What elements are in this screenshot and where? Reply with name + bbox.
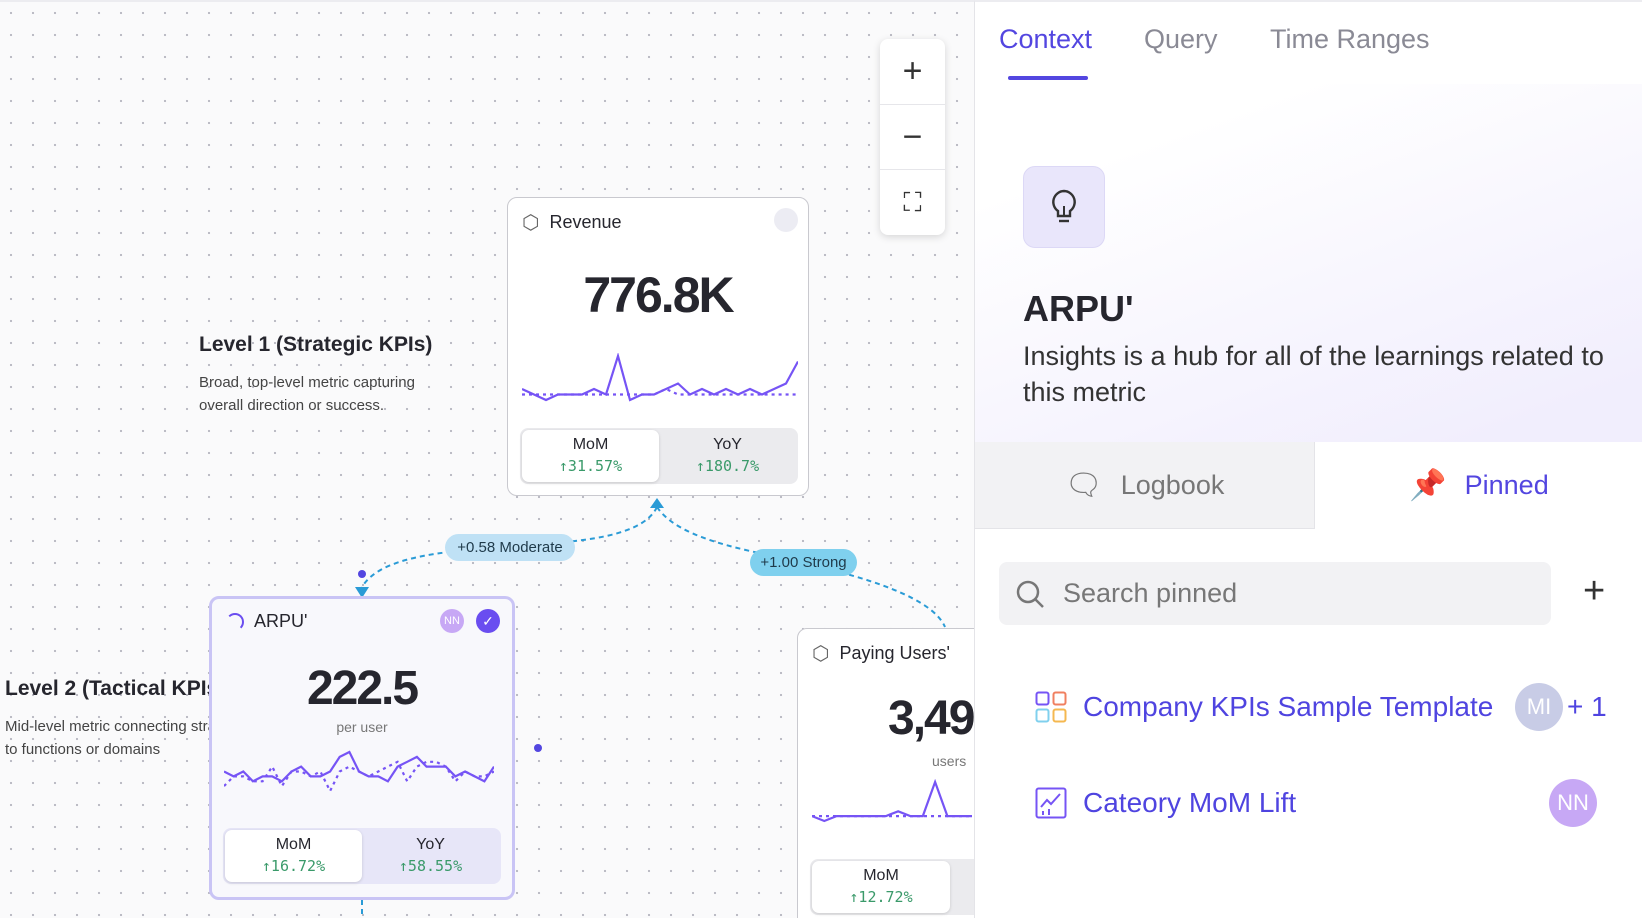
comparison-toggle: MoM ↑12.72%	[810, 859, 974, 915]
arrow-up-icon	[650, 498, 664, 508]
metric-description: Insights is a hub for all of the learnin…	[1023, 341, 1604, 407]
yoy-label: YoY	[713, 436, 742, 453]
mom-tab[interactable]: MoM ↑16.72%	[225, 830, 362, 882]
tab-query[interactable]: Query	[1144, 24, 1218, 54]
card-title: Paying Users'	[839, 643, 950, 663]
arrow-down-icon	[355, 587, 369, 598]
edge-revenue-arpu	[361, 506, 658, 588]
metric-card-arpu[interactable]: ARPU' NN ✓ 222.5 per user MoM ↑16.72% YoY…	[209, 596, 515, 900]
metric-card-paying-users[interactable]: ⬡ Paying Users' 3,49 users MoM ↑12.72%	[797, 628, 974, 918]
metric-title: ARPU'	[1023, 288, 1134, 329]
handle-dot	[534, 744, 542, 752]
mom-value: ↑16.72%	[261, 857, 326, 875]
comparison-toggle: MoM ↑16.72% YoY ↑58.55%	[223, 828, 501, 884]
metric-value: 776.8K	[583, 267, 734, 323]
correlation-badge[interactable]: +1.00 Strong	[750, 549, 857, 576]
line-chart-icon	[1035, 787, 1067, 819]
dashboard-grid-icon	[1035, 691, 1067, 723]
mom-tab[interactable]: MoM ↑12.72%	[812, 861, 950, 913]
metric-tree-canvas[interactable]: + − ⛶ Level 1 (Strategic KPIs) Broad, to…	[0, 0, 974, 918]
search-placeholder: Search pinned	[1063, 578, 1238, 608]
owner-avatar: NN	[440, 609, 464, 633]
level-title: Level 1 (Strategic KPIs)	[199, 333, 433, 356]
metric-unit: per user	[336, 719, 388, 735]
comparison-toggle: MoM ↑31.57% YoY ↑180.7%	[520, 428, 798, 484]
mom-tab[interactable]: MoM ↑31.57%	[522, 430, 659, 482]
comment-icon: 🗨	[1064, 468, 1103, 502]
zoom-out-button[interactable]: −	[880, 105, 945, 171]
subtab-label: Pinned	[1464, 470, 1549, 500]
pinned-item-label: Cateory MoM Lift	[1083, 787, 1297, 818]
metric-hexagon-icon: ⬡	[812, 643, 830, 665]
pin-icon: 📌	[1409, 469, 1447, 502]
mom-value: ↑12.72%	[849, 888, 913, 906]
metric-value: 3,49	[888, 692, 974, 745]
sparkline	[812, 779, 972, 823]
metric-header: ARPU' Insights is a hub for all of the l…	[975, 84, 1642, 442]
subtab-label: Logbook	[1120, 469, 1225, 500]
yoy-value: ↑180.7%	[695, 457, 760, 475]
sparkline-current	[522, 353, 798, 402]
avatar: NN	[1549, 779, 1597, 827]
mom-label: MoM	[572, 436, 609, 453]
avatar: MI	[1515, 683, 1563, 731]
subtab-pinned[interactable]: 📌 Pinned	[1315, 442, 1642, 529]
level-description: Mid-level metric connecting strategy to …	[5, 718, 210, 758]
subtab-logbook[interactable]: 🗨 Logbook	[975, 442, 1315, 529]
zoom-controls: + − ⛶	[880, 39, 945, 235]
sparkline-current	[812, 779, 972, 823]
owner-avatar-icon	[774, 208, 798, 232]
verified-badge-icon: ✓	[476, 609, 500, 633]
add-pin-button[interactable]: +	[1583, 570, 1606, 612]
mom-label: MoM	[275, 836, 312, 853]
metric-card-revenue[interactable]: ⬡ Revenue 776.8K MoM ↑31.57% YoY ↑180.7%	[507, 197, 809, 496]
lightbulb-icon	[1023, 166, 1105, 248]
sparkline-current	[224, 750, 494, 783]
card-title: Revenue	[549, 212, 622, 232]
level-description: Broad, top-level metric capturing overal…	[199, 374, 415, 414]
tab-time-ranges[interactable]: Time Ranges	[1270, 24, 1430, 54]
sparkline	[522, 353, 798, 402]
yoy-tab[interactable]: YoY ↑180.7%	[659, 430, 796, 482]
sparkline	[224, 750, 494, 794]
zoom-in-button[interactable]: +	[880, 39, 945, 105]
tab-context[interactable]: Context	[999, 24, 1093, 54]
search-icon	[1016, 580, 1044, 608]
loading-spinner-icon	[226, 612, 244, 631]
sparkline-previous	[522, 387, 798, 396]
yoy-tab[interactable]: YoY ↑58.55%	[362, 830, 499, 882]
context-panel: Context Query Time Ranges ARPU' Insights…	[974, 0, 1642, 918]
search-input[interactable]: Search pinned	[999, 562, 1551, 625]
metric-value: 222.5	[306, 662, 419, 715]
yoy-label: YoY	[416, 836, 445, 853]
pinned-item[interactable]: Cateory MoM Lift NN	[975, 778, 1642, 828]
metric-hexagon-icon: ⬡	[522, 212, 540, 234]
metric-unit: users	[932, 753, 967, 769]
level-1-label: Level 1 (Strategic KPIs) Broad, top-leve…	[199, 333, 459, 417]
correlation-badge[interactable]: +0.58 Moderate	[445, 534, 575, 561]
active-tab-indicator	[1008, 76, 1088, 80]
pinned-item-label: Company KPIs Sample Template	[1083, 691, 1494, 722]
handle-dot	[358, 570, 366, 578]
yoy-tab[interactable]	[950, 861, 974, 913]
level-2-label: Level 2 (Tactical KPIs) Mid-level metric…	[5, 677, 210, 761]
fit-view-button[interactable]: ⛶	[903, 186, 922, 217]
pinned-item[interactable]: Company KPIs Sample Template MI + 1	[975, 682, 1642, 732]
mom-label: MoM	[863, 867, 899, 884]
more-owners-count: + 1	[1567, 691, 1607, 722]
mom-value: ↑31.57%	[558, 457, 623, 475]
yoy-value: ↑58.55%	[398, 857, 463, 875]
card-title: ARPU'	[254, 611, 308, 631]
level-title: Level 2 (Tactical KPIs)	[5, 677, 210, 700]
